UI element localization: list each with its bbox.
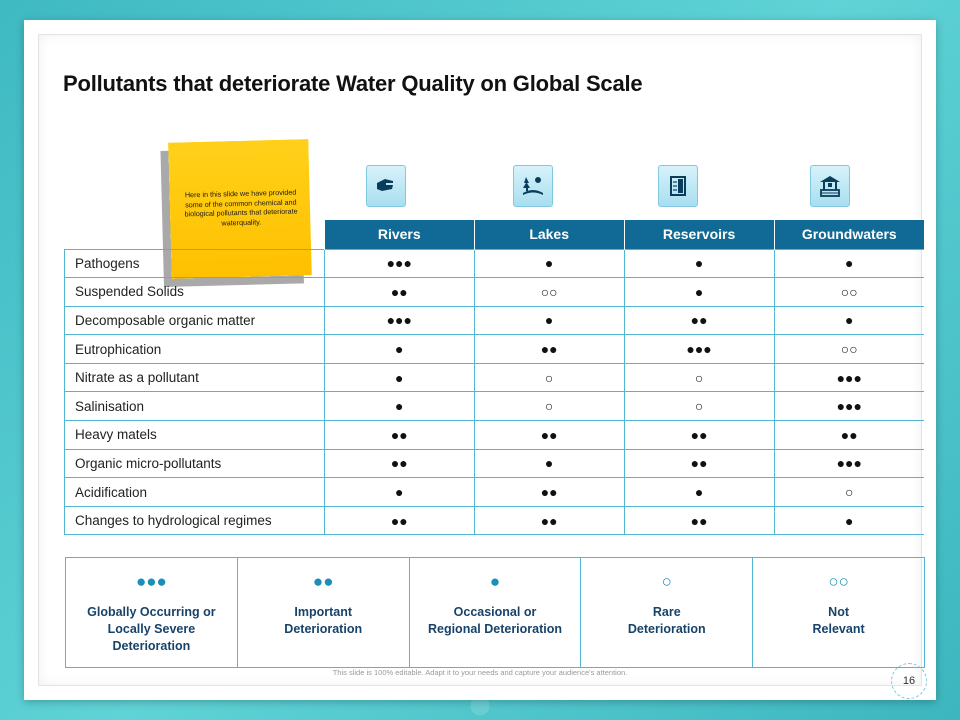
rating-cell: ● (473, 449, 625, 479)
rating-cell: ● (323, 334, 475, 364)
row-label: Heavy matels (64, 420, 325, 450)
page-number: 16 (891, 663, 927, 699)
legend-item: ●● Important Deterioration (238, 558, 410, 667)
rating-cell: ○ (773, 477, 924, 507)
table-row: Suspended Solids ●● ○○ ● ○○ (64, 277, 924, 307)
table-row: Salinisation ● ○ ○ ●●● (64, 391, 924, 422)
footer-note: This slide is 100% editable. Adapt it to… (332, 668, 628, 677)
table-row: Organic micro-pollutants ●● ● ●● ●●● (64, 449, 924, 479)
rating-cell: ● (773, 306, 924, 336)
row-label: Nitrate as a pollutant (64, 363, 325, 393)
column-header-reservoirs: Reservoirs (623, 220, 775, 249)
table-row: Eutrophication ● ●● ●●● ○○ (64, 334, 924, 364)
legend-symbol: ●●● (135, 572, 167, 591)
table-header-row: Rivers Lakes Reservoirs Groundwaters (65, 220, 924, 249)
rating-cell: ●● (323, 420, 475, 450)
rating-cell: ○○ (773, 334, 924, 364)
pollutant-table: Rivers Lakes Reservoirs Groundwaters Pat… (64, 220, 924, 536)
legend-symbol: ○ (661, 572, 672, 591)
row-label: Suspended Solids (64, 277, 325, 307)
column-header-groundwaters: Groundwaters (773, 220, 924, 249)
river-icon (366, 165, 406, 207)
legend: ●●● Globally Occurring or Locally Severe… (65, 557, 925, 668)
row-label: Decomposable organic matter (64, 306, 325, 336)
legend-symbol: ● (489, 572, 501, 591)
rating-cell: ● (773, 506, 924, 536)
rating-cell: ●●● (773, 449, 924, 479)
rating-cell: ●● (323, 449, 475, 479)
rating-cell: ● (623, 277, 775, 307)
rating-cell: ○ (623, 391, 775, 422)
page-title: Pollutants that deteriorate Water Qualit… (63, 71, 643, 96)
rating-cell: ●● (473, 506, 625, 536)
rating-cell: ●● (473, 477, 625, 507)
rating-cell: ●● (323, 277, 475, 307)
table-row: Nitrate as a pollutant ● ○ ○ ●●● (64, 363, 924, 393)
slide: Pollutants that deteriorate Water Qualit… (24, 20, 936, 700)
rating-cell: ● (473, 248, 625, 279)
rating-cell: ●●● (623, 334, 775, 364)
rating-cell: ●● (623, 506, 775, 536)
header-blank (65, 220, 325, 249)
table-row: Acidification ● ●● ● ○ (64, 477, 924, 507)
sticky-note-top (168, 139, 309, 157)
legend-text: Globally Occurring or Locally Severe Det… (87, 605, 216, 653)
legend-text: Not Relevant (812, 605, 865, 636)
row-label: Organic micro-pollutants (64, 449, 325, 479)
rating-cell: ● (623, 248, 775, 279)
rating-cell: ● (323, 391, 475, 422)
slide-frame: Pollutants that deteriorate Water Qualit… (38, 34, 927, 699)
row-label: Changes to hydrological regimes (64, 506, 325, 536)
column-header-lakes: Lakes (473, 220, 625, 249)
column-header-rivers: Rivers (323, 220, 475, 249)
rating-cell: ●● (623, 306, 775, 336)
rating-cell: ●●● (323, 306, 475, 336)
table-row: Changes to hydrological regimes ●● ●● ●●… (64, 506, 924, 536)
rating-cell: ●● (323, 506, 475, 536)
rating-cell: ○ (623, 363, 775, 393)
row-label: Salinisation (64, 391, 325, 422)
rating-cell: ○○ (773, 277, 924, 307)
legend-text: Occasional or Regional Deterioration (427, 605, 563, 636)
rating-cell: ● (473, 306, 625, 336)
rating-cell: ●● (623, 449, 775, 479)
legend-item: ●●● Globally Occurring or Locally Severe… (66, 558, 238, 667)
reservoir-icon (658, 165, 698, 207)
rating-cell: ○○ (473, 277, 625, 307)
table-row: Decomposable organic matter ●●● ● ●● ● (64, 306, 924, 336)
legend-symbol: ○○ (828, 572, 849, 591)
rating-cell: ●●● (773, 363, 924, 393)
table-row: Pathogens ●●● ● ● ● (64, 248, 924, 279)
legend-text: Important Deterioration (284, 605, 363, 636)
rating-cell: ● (773, 248, 924, 279)
rating-cell: ● (323, 363, 475, 393)
table-row: Heavy matels ●● ●● ●● ●● (64, 420, 924, 450)
row-label: Pathogens (64, 248, 325, 279)
row-label: Eutrophication (64, 334, 325, 364)
legend-symbol: ●● (312, 572, 334, 591)
rating-cell: ○ (473, 363, 625, 393)
legend-item: ● Occasional or Regional Deterioration (410, 558, 582, 667)
legend-text: Rare Deterioration (627, 605, 706, 636)
row-label: Acidification (64, 477, 325, 507)
legend-item: ○ Rare Deterioration (581, 558, 754, 667)
rating-cell: ●● (773, 420, 924, 450)
rating-cell: ●● (473, 334, 625, 364)
rating-cell: ● (623, 477, 775, 507)
rating-cell: ●● (623, 420, 775, 450)
rating-cell: ● (323, 477, 475, 507)
lake-icon (513, 165, 553, 207)
rating-cell: ●● (473, 420, 625, 450)
groundwater-well-icon (810, 165, 850, 207)
rating-cell: ●●● (773, 391, 924, 422)
rating-cell: ○ (473, 391, 625, 422)
rating-cell: ●●● (323, 248, 475, 279)
legend-item: ○○ Not Relevant (753, 558, 924, 667)
